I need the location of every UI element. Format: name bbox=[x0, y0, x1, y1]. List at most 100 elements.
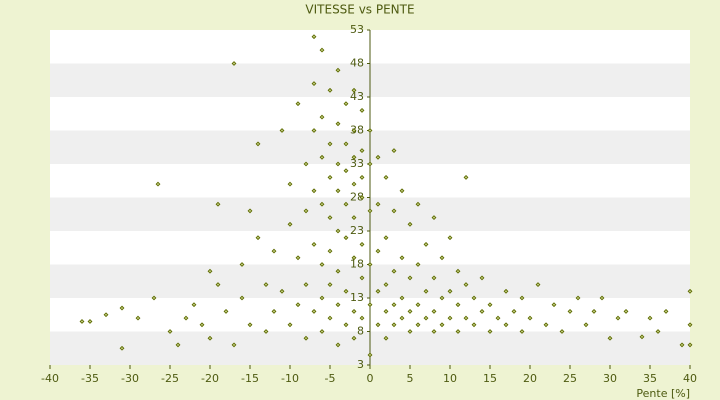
point bbox=[383, 282, 389, 288]
point bbox=[407, 308, 413, 314]
point bbox=[335, 302, 341, 308]
point bbox=[311, 128, 317, 133]
x-tick-label: -10 bbox=[281, 372, 299, 385]
point bbox=[431, 308, 437, 314]
point bbox=[327, 141, 333, 147]
point bbox=[375, 248, 381, 254]
point bbox=[455, 268, 461, 274]
point bbox=[431, 215, 437, 221]
x-axis-label: Pente [%] bbox=[636, 387, 690, 400]
point bbox=[455, 302, 461, 308]
point bbox=[359, 241, 365, 247]
point bbox=[423, 315, 429, 321]
point bbox=[687, 342, 693, 348]
point bbox=[335, 342, 341, 348]
x-tick-label: 25 bbox=[563, 372, 577, 385]
point bbox=[319, 201, 325, 207]
point bbox=[367, 352, 373, 358]
point bbox=[415, 322, 421, 328]
point bbox=[447, 315, 453, 321]
point bbox=[319, 329, 325, 334]
y-tick-label: 53 bbox=[350, 23, 364, 36]
point bbox=[311, 34, 317, 40]
point bbox=[335, 228, 341, 234]
point bbox=[495, 315, 501, 321]
point bbox=[335, 121, 341, 127]
x-tick-label: -35 bbox=[81, 372, 99, 385]
point bbox=[367, 262, 373, 267]
point bbox=[119, 345, 125, 351]
point bbox=[135, 315, 141, 321]
point bbox=[79, 319, 85, 324]
point bbox=[351, 128, 357, 133]
point bbox=[255, 235, 261, 241]
point bbox=[167, 329, 173, 334]
x-tick-label: -15 bbox=[241, 372, 259, 385]
point bbox=[303, 161, 309, 167]
point bbox=[391, 268, 397, 274]
point bbox=[351, 255, 357, 261]
y-tick-label: 28 bbox=[350, 191, 364, 204]
point bbox=[263, 282, 269, 288]
point bbox=[399, 255, 405, 261]
x-tick-label: -30 bbox=[121, 372, 139, 385]
point bbox=[551, 302, 557, 308]
y-tick-label: 38 bbox=[350, 124, 364, 137]
point bbox=[655, 329, 661, 334]
point bbox=[327, 248, 333, 254]
x-tick-label: 30 bbox=[603, 372, 617, 385]
point bbox=[327, 282, 333, 288]
point bbox=[591, 308, 597, 314]
x-tick-label: 0 bbox=[367, 372, 374, 385]
x-tick-label: 35 bbox=[643, 372, 657, 385]
x-tick-label: 40 bbox=[683, 372, 697, 385]
x-tick-label: 5 bbox=[407, 372, 414, 385]
point bbox=[519, 295, 525, 301]
point bbox=[287, 221, 293, 227]
point bbox=[503, 322, 509, 328]
point bbox=[335, 161, 341, 167]
point bbox=[615, 315, 621, 321]
point bbox=[279, 128, 285, 133]
point bbox=[359, 107, 365, 113]
chart-title: VITESSE vs PENTE bbox=[305, 3, 414, 17]
point bbox=[319, 47, 325, 53]
point bbox=[295, 255, 301, 261]
point bbox=[231, 61, 237, 66]
point bbox=[319, 154, 325, 160]
point bbox=[119, 305, 125, 311]
point bbox=[223, 308, 229, 314]
point bbox=[327, 315, 333, 321]
y-tick-label: 23 bbox=[350, 224, 364, 237]
point bbox=[207, 335, 213, 341]
point bbox=[623, 308, 629, 314]
point bbox=[367, 302, 373, 308]
point bbox=[247, 322, 253, 328]
point bbox=[263, 329, 269, 334]
point bbox=[351, 335, 357, 341]
point bbox=[351, 87, 357, 93]
point bbox=[155, 181, 161, 187]
point bbox=[439, 255, 445, 261]
point bbox=[255, 141, 261, 147]
point bbox=[471, 322, 477, 328]
point bbox=[191, 302, 197, 308]
point bbox=[479, 275, 485, 281]
point bbox=[351, 215, 357, 221]
point bbox=[311, 81, 317, 87]
point bbox=[311, 241, 317, 247]
point bbox=[343, 288, 349, 294]
x-tick-label: -40 bbox=[41, 372, 59, 385]
point bbox=[511, 308, 517, 314]
x-tick-label: -20 bbox=[201, 372, 219, 385]
point bbox=[359, 195, 365, 200]
point bbox=[431, 275, 437, 281]
point bbox=[639, 334, 645, 340]
point bbox=[559, 329, 565, 334]
point bbox=[151, 295, 157, 301]
point bbox=[399, 188, 405, 194]
point bbox=[647, 315, 653, 321]
point bbox=[247, 208, 253, 214]
point bbox=[319, 295, 325, 301]
